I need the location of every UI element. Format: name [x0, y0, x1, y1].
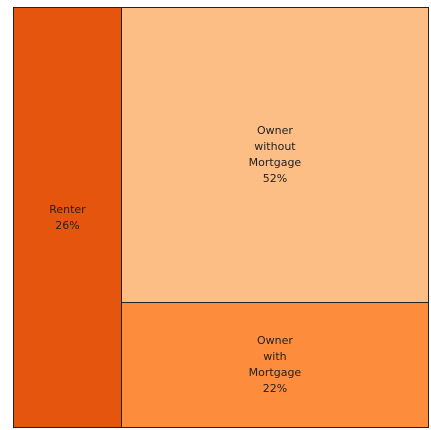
- treemap-cell: Owner without Mortgage 52%: [120, 7, 429, 304]
- category-label: Owner without Mortgage: [248, 124, 302, 170]
- category-label: Owner with Mortgage: [248, 334, 302, 380]
- value-label: 26%: [55, 218, 80, 232]
- category-label: Renter: [49, 202, 86, 216]
- cell-label: Renter 26%: [49, 202, 86, 234]
- treemap-cell: Owner with Mortgage 22%: [120, 302, 429, 428]
- value-label: 22%: [262, 382, 288, 396]
- cell-label: Owner without Mortgage 52%: [249, 123, 302, 187]
- treemap-cell: Renter 26%: [13, 7, 122, 428]
- cell-label: Owner with Mortgage 22%: [249, 333, 302, 397]
- value-label: 52%: [262, 172, 288, 186]
